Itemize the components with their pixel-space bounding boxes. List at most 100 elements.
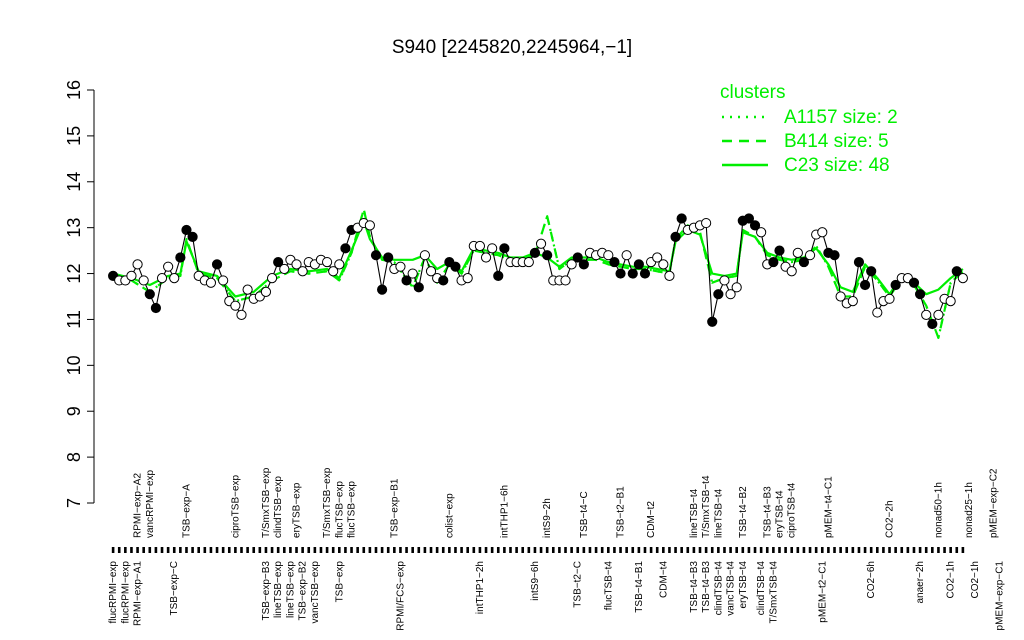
bottom-tick-label: clindTSB−t4	[713, 561, 724, 616]
top-tick-labels: RPMI−exp−A2 vancRPMI−exp TSB−exp−A ciproTSB…	[133, 467, 1000, 538]
rug-mark	[735, 547, 738, 553]
rug-mark	[411, 547, 414, 553]
data-point	[633, 259, 644, 270]
bottom-tick-label: intTHP1−2h	[475, 561, 486, 614]
data-point	[383, 252, 394, 263]
data-point	[413, 282, 424, 293]
rug-mark	[393, 547, 396, 553]
rug-mark	[276, 547, 280, 553]
data-point	[664, 270, 675, 281]
rug-mark	[857, 547, 861, 553]
data-point	[156, 273, 168, 284]
rug-mark	[875, 547, 879, 553]
data-point	[260, 286, 272, 298]
bottom-tick-label: TSB−t4−B1	[634, 561, 645, 613]
rug-mark	[607, 547, 610, 553]
rug-mark	[943, 547, 946, 553]
data-point	[230, 300, 241, 311]
rug-mark	[765, 547, 769, 553]
rug-mark	[655, 547, 659, 553]
data-point	[542, 250, 553, 261]
rug-marks	[111, 547, 965, 553]
rug-mark	[148, 547, 152, 553]
rug-mark	[484, 547, 488, 553]
data-point	[566, 259, 577, 270]
rug-mark	[386, 547, 390, 553]
rug-mark	[307, 547, 311, 553]
rug-mark	[662, 547, 665, 553]
top-tick-label: TSB−exp−A	[181, 484, 192, 538]
rug-mark	[753, 547, 757, 553]
data-point	[163, 261, 174, 272]
data-point	[462, 273, 473, 284]
data-point	[340, 243, 351, 254]
data-point	[872, 307, 883, 318]
top-tick-label: flucTSB−exp	[334, 481, 345, 538]
rug-mark	[338, 547, 341, 553]
data-point	[859, 279, 871, 291]
rug-mark	[558, 547, 561, 553]
rug-mark	[301, 547, 304, 553]
data-point	[364, 220, 375, 231]
top-tick-label: flucTSB−exp	[347, 481, 358, 538]
legend-label: A1157 size: 2	[784, 107, 898, 128]
rug-mark	[490, 547, 494, 553]
rug-mark	[362, 547, 366, 553]
data-point	[297, 266, 308, 277]
rug-mark	[717, 547, 720, 553]
data-point	[707, 316, 718, 327]
rug-mark	[802, 547, 806, 553]
data-point	[291, 259, 302, 270]
data-point	[529, 247, 541, 259]
rug-mark	[417, 547, 421, 553]
data-point	[603, 250, 614, 261]
data-point	[786, 266, 797, 277]
data-point	[328, 266, 339, 277]
data-point	[377, 284, 388, 295]
data-point	[523, 256, 534, 268]
rug-mark	[759, 547, 763, 553]
rug-mark	[949, 547, 952, 553]
top-tick-label: CDM−t2	[646, 501, 657, 538]
data-point	[921, 309, 932, 320]
rug-mark	[472, 547, 476, 553]
top-tick-label: ciproTSB−t4	[787, 482, 798, 538]
rug-mark	[527, 547, 531, 553]
top-tick-label: clindTSB−exp	[273, 476, 284, 538]
data-point	[951, 266, 962, 277]
rug-mark	[191, 547, 194, 553]
bottom-tick-label: CO2−1h	[946, 561, 957, 599]
data-point	[890, 279, 901, 291]
y-tick-label: 15	[64, 126, 84, 146]
rug-mark	[692, 547, 696, 553]
top-tick-label: eryTSB−exp	[292, 482, 303, 538]
rug-mark	[405, 547, 408, 553]
rug-mark	[179, 547, 182, 553]
rug-mark	[221, 547, 225, 553]
rug-mark	[937, 547, 940, 553]
data-point	[370, 250, 382, 261]
data-point	[499, 243, 510, 254]
rug-mark	[918, 547, 922, 553]
data-point	[169, 273, 180, 284]
rug-mark	[955, 547, 959, 553]
top-tick-label: lineTSB−t4	[713, 488, 724, 538]
rug-mark	[423, 547, 427, 553]
data-point	[535, 238, 547, 249]
rug-mark	[246, 547, 249, 553]
data-point	[474, 240, 486, 252]
bottom-tick-label: anaer−2h	[915, 561, 926, 604]
data-point	[927, 318, 938, 330]
rug-mark	[961, 547, 965, 553]
data-point	[658, 259, 669, 270]
legend-title: clusters	[720, 82, 785, 103]
rug-mark	[325, 547, 329, 553]
rug-mark	[931, 547, 934, 553]
rug-mark	[833, 547, 836, 553]
legend: clusters A1157 size: 2 B414 size: 5 C23 si…	[720, 82, 898, 176]
rug-mark	[631, 547, 635, 553]
rug-mark	[582, 547, 586, 553]
rug-mark	[368, 547, 372, 553]
data-point	[572, 252, 583, 263]
bottom-tick-label: flucTSB−t4	[603, 561, 614, 611]
